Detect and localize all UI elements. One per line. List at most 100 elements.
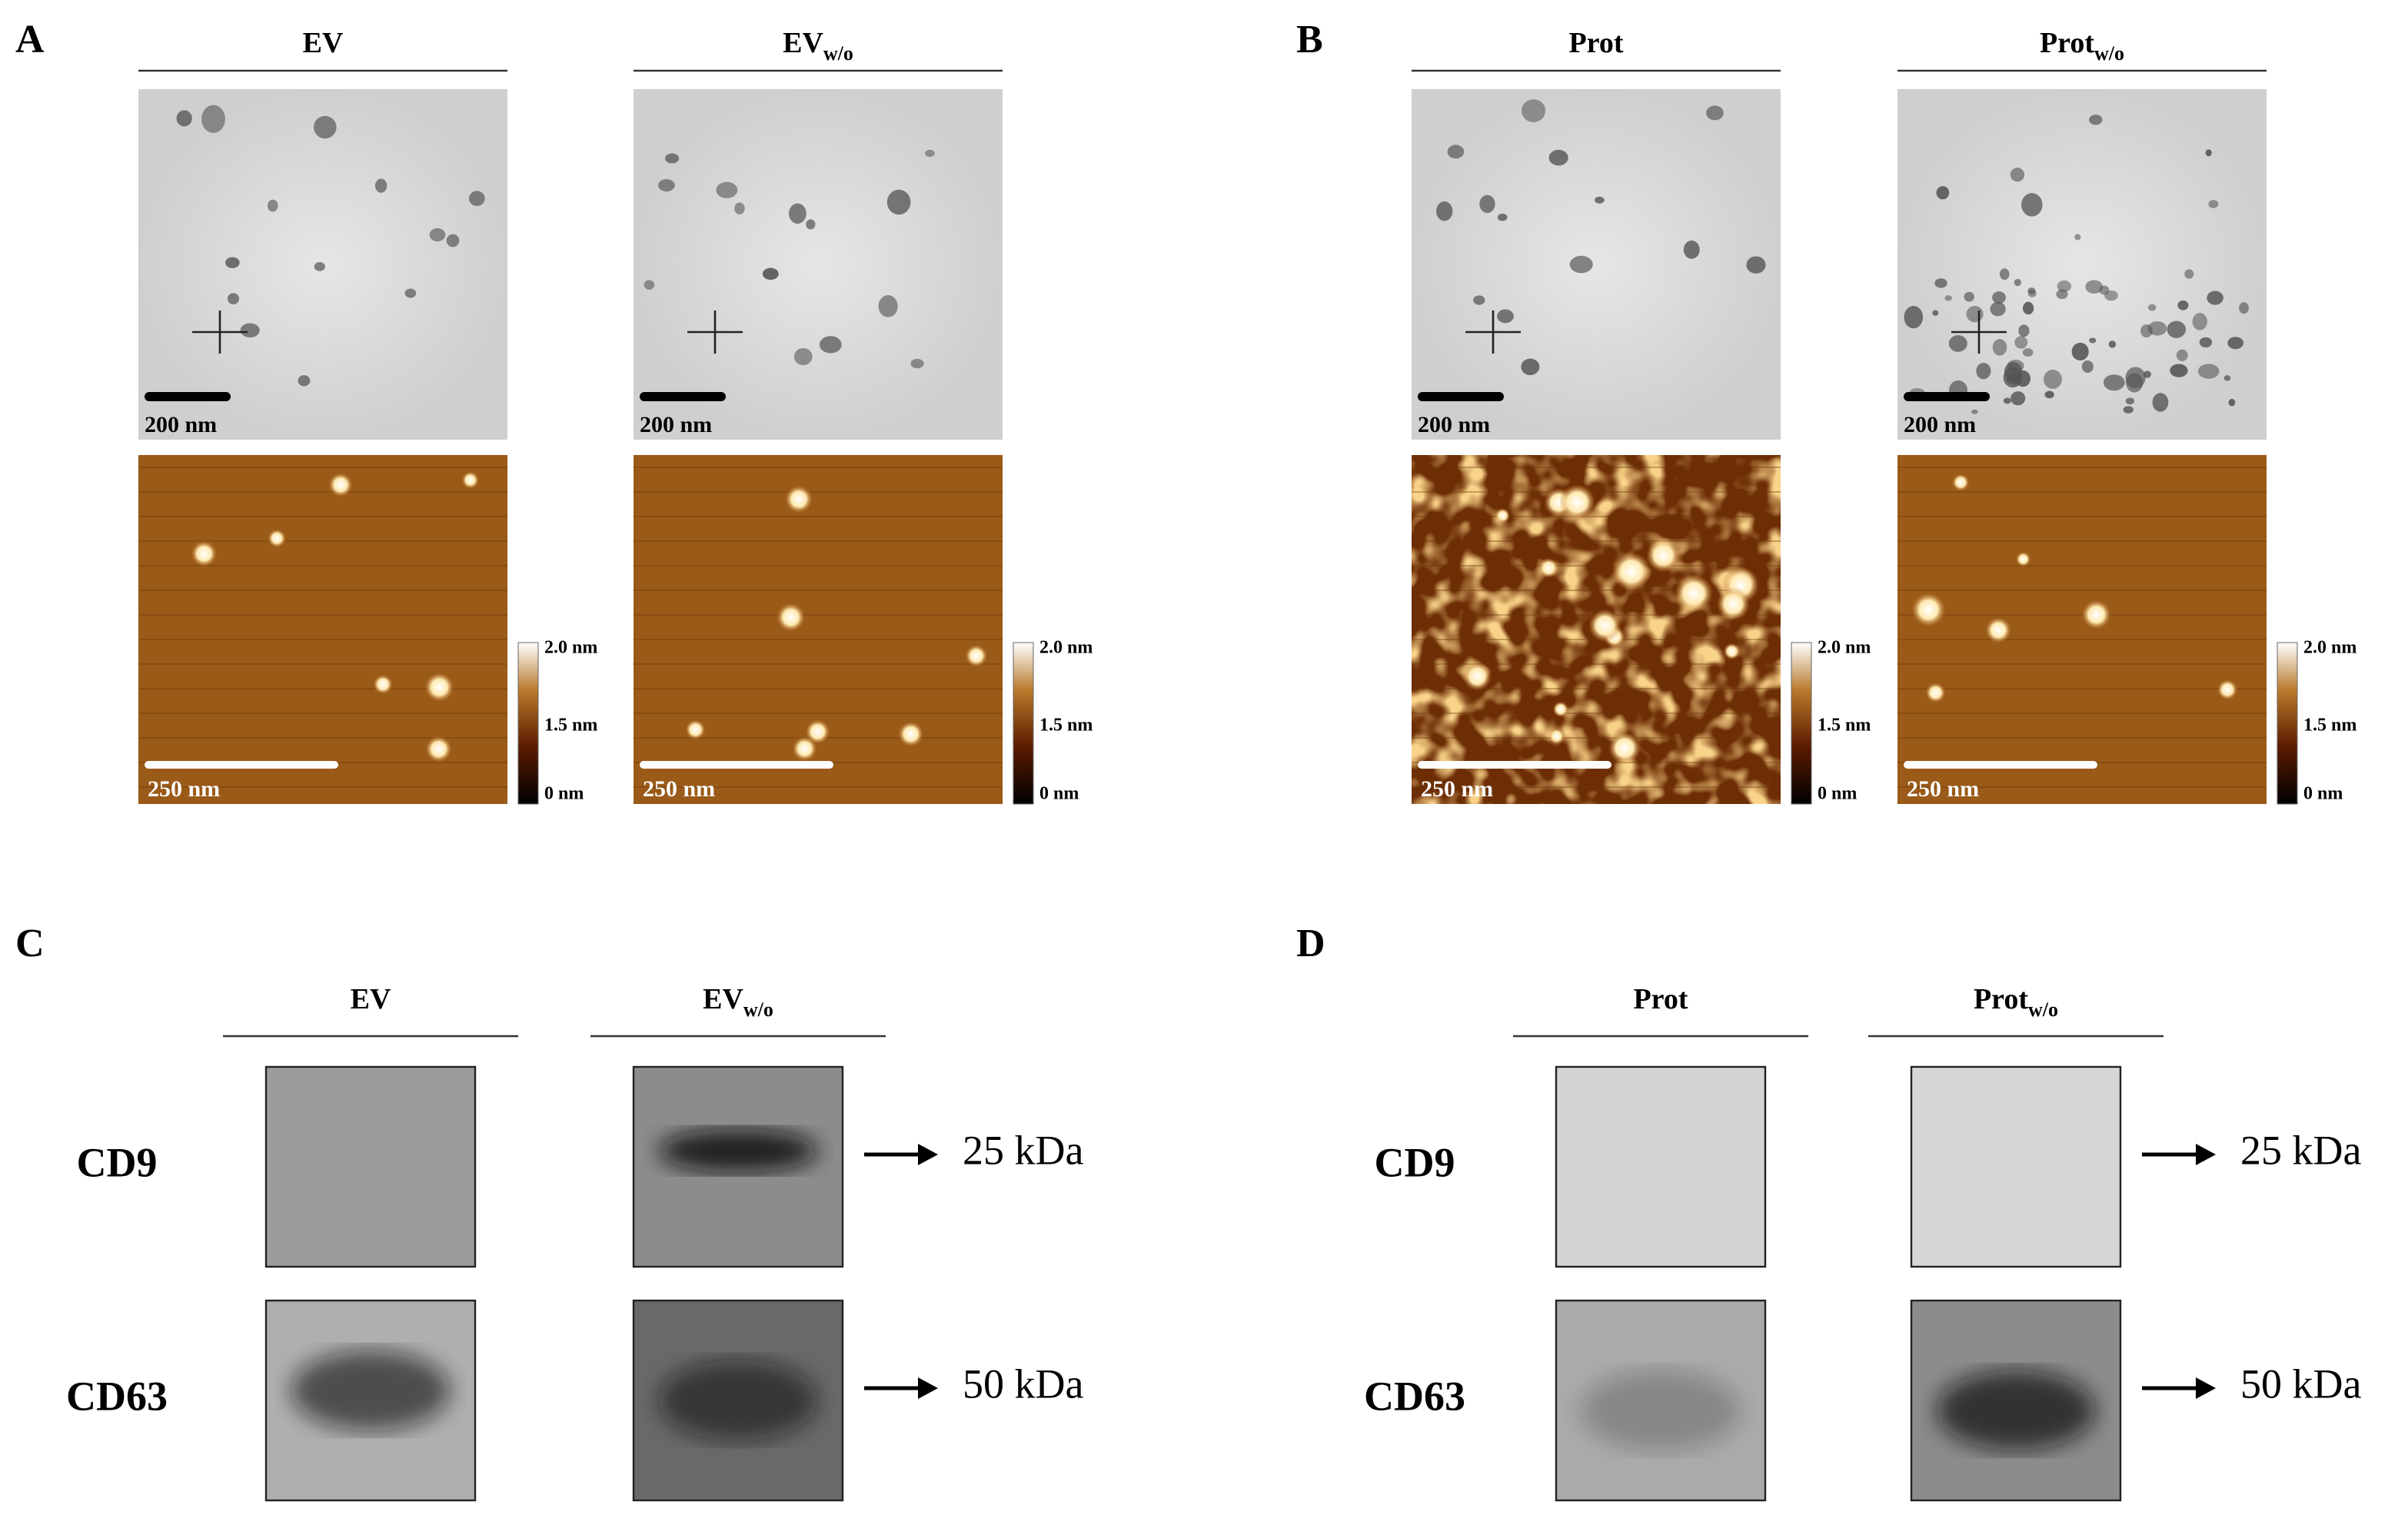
afm-particle [1675,573,1714,613]
tem-particle [1934,278,1947,288]
tem-scale-bar [640,392,726,401]
column-title: Prot [1633,983,1688,1015]
afm-particle [424,672,454,703]
row-label: CD63 [1364,1373,1465,1419]
afm-particle [792,736,817,762]
tem-particle [2010,168,2025,182]
tem-scale-bar [1418,392,1504,401]
title-main: EV [783,27,823,59]
afm-particle [461,471,479,489]
arrow-head [918,1377,938,1399]
afm-scale-label: 250 nm [1907,776,1979,802]
afm-particle [328,473,353,497]
afm-particle [1911,592,1946,627]
tem-particle [1595,196,1605,204]
tem-particle [1746,256,1766,274]
tem-particle [1992,338,2007,356]
afm-particle [776,603,806,632]
afm-particle [784,485,813,513]
tem-particle [1944,295,1952,301]
tem-particle [2199,337,2213,348]
afm-particle [1548,728,1565,745]
tem-particle [2018,324,2030,337]
tem-particle [2074,234,2081,241]
afm-scale-bar [1418,761,1611,769]
tem-particle [2227,337,2244,350]
afm-particle [898,721,924,747]
title-main: Prot [1633,983,1688,1015]
afm-particle [685,719,706,740]
tem-particle [2057,280,2072,292]
tem-particle [2085,280,2103,294]
tem-particle [2147,304,2157,311]
tem-particle [1683,240,1700,259]
tem-particle [2004,362,2023,382]
colorbar-label: 0 nm [1039,784,1079,804]
tem-scale-label: 200 nm [1904,412,1976,437]
tem-particle [1473,295,1485,305]
tem-particle [1521,99,1546,123]
afm-scale-bar [1904,761,2097,769]
size-marker: 25 kDa [963,1127,1083,1173]
afm-particle [1608,732,1641,765]
tem-particle [2125,397,2135,405]
tem-particle [1479,194,1495,214]
tem-crosshair [1465,311,1521,354]
afm-particle [2217,679,2238,700]
title-main: EV [351,983,391,1015]
title-subscript: w/o [2028,998,2058,1021]
tem-particle [1999,268,2010,280]
tem-particle [225,257,240,268]
blot-band [658,1129,818,1173]
afm-particle [268,529,287,548]
title-subscript: w/o [2094,42,2124,65]
tem-particle [1971,409,1978,414]
tem-scale-bar [1904,392,1990,401]
afm-particle [965,644,988,667]
tem-particle [788,203,807,224]
tem-particle [2044,369,2062,389]
column-title: EV [303,27,344,59]
colorbar-label: 0 nm [2303,784,2343,804]
tem-particle [1497,309,1514,324]
tem-particle [2197,364,2220,379]
colorbar-label: 2.0 nm [544,638,597,658]
tem-particle [665,153,680,164]
colorbar [1013,642,1034,805]
tem-particle [2103,374,2125,391]
tem-particle [240,323,260,338]
column-title: EVw/o [703,983,773,1021]
tem-particle [2208,200,2219,208]
size-marker: 25 kDa [2240,1127,2361,1173]
panel-label: D [1296,922,1325,965]
blot-band [1581,1370,1741,1450]
tem-image [634,89,1003,440]
tem-particle [2027,287,2036,294]
tem-particle [1447,145,1465,159]
tem-particle [819,336,842,354]
tem-particle [2003,397,2011,404]
afm-particle [425,736,452,762]
tem-particle [201,105,225,134]
afm-particle [805,719,830,744]
afm-image [1897,455,2267,804]
colorbar-label: 0 nm [544,784,584,804]
afm-particle [1552,701,1569,717]
afm-particle [1723,643,1741,660]
afm-scale-bar [640,761,833,769]
tem-particle [1548,149,1568,166]
colorbar-label: 2.0 nm [1818,638,1871,658]
title-main: Prot [1568,27,1623,59]
tem-particle [2125,367,2146,389]
title-main: EV [303,27,344,59]
tem-particle [716,181,738,198]
column-title: EV [351,983,391,1015]
tem-particle [2147,321,2167,336]
column-title: Prot [1568,27,1623,59]
tem-particle [1932,310,1939,316]
tem-particle [2021,193,2043,217]
tem-particle [374,178,387,193]
tem-particle [2081,360,2094,374]
blot [1555,1065,1767,1268]
tem-particle [762,267,779,281]
